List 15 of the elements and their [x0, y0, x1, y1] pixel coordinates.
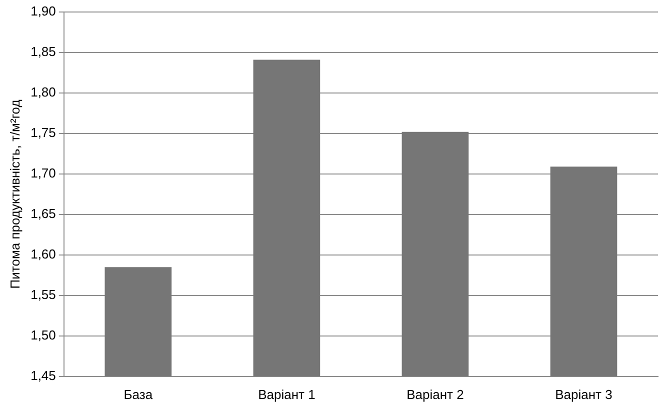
y-tick-label: 1,85 [30, 44, 56, 60]
x-tick-label: Варіант 3 [555, 386, 612, 402]
y-tick-label: 1,65 [30, 206, 56, 222]
y-tick-label: 1,70 [30, 166, 56, 181]
y-tick-label: 1,80 [30, 84, 56, 100]
y-tick-label: 1,90 [30, 4, 56, 19]
x-tick-label: База [124, 386, 154, 402]
y-tick-label: 1,45 [30, 368, 56, 383]
x-tick-label: Варіант 1 [258, 386, 316, 402]
y-tick-label: 1,55 [30, 287, 56, 302]
y-tick-label: 1,50 [30, 327, 56, 342]
y-axis-title: Питома продуктивність, т/м²год [7, 99, 22, 289]
y-tick-label: 1,60 [30, 246, 56, 262]
y-tick-label: 1,75 [30, 125, 56, 140]
x-tick-label: Варіант 2 [406, 386, 464, 402]
